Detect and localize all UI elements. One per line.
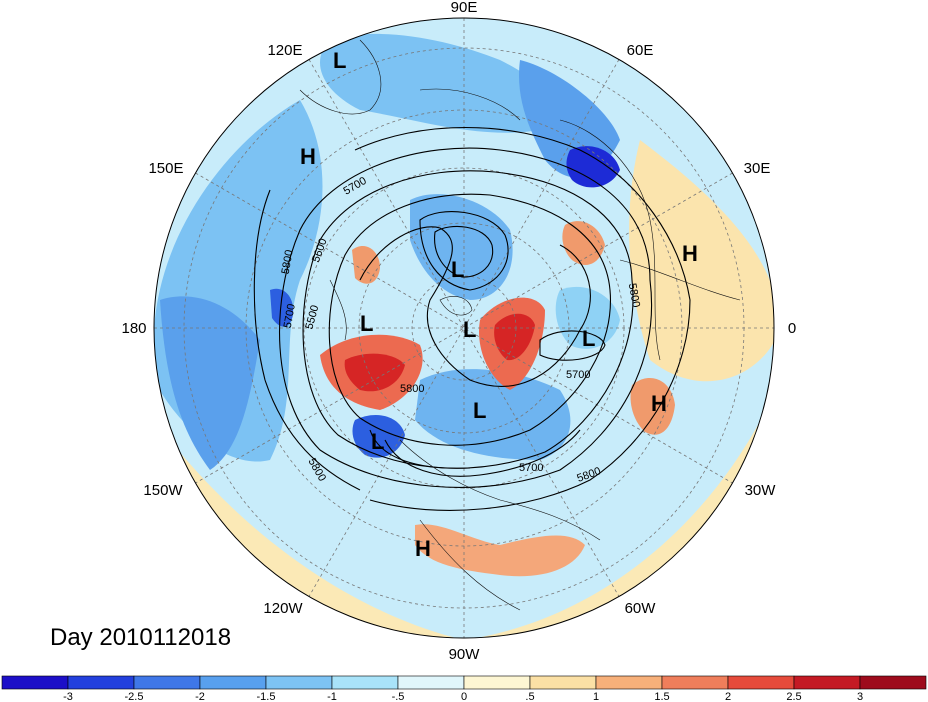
- colorbar-swatch: [661, 675, 729, 690]
- lon-label-180: 180: [121, 320, 146, 337]
- anomaly-positive-moderate: [630, 377, 675, 435]
- anomaly-positive-strong: [344, 353, 405, 392]
- lon-label-30w: 30W: [745, 482, 777, 499]
- lon-label-120w: 120W: [263, 600, 303, 617]
- colorbar-swatch: [463, 675, 531, 690]
- colorbar-tick-label: 3: [857, 691, 863, 702]
- colorbar-swatch: [595, 675, 663, 690]
- pressure-center-low: L: [463, 317, 476, 342]
- contour-label: 5700: [282, 303, 298, 329]
- contour-label: 5800: [280, 249, 296, 275]
- anomaly-positive-weak: [629, 140, 774, 382]
- colorbar-tick-label: .5: [525, 691, 534, 702]
- colorbar-tick-label: 1: [593, 691, 599, 702]
- anomaly-negative-moderate: [160, 296, 260, 470]
- height-contours: [253, 126, 691, 511]
- colorbar-swatch: [133, 675, 201, 690]
- colorbar-tick-label: 2: [725, 691, 731, 702]
- pressure-center-high: H: [651, 391, 667, 416]
- lon-label-60w: 60W: [625, 600, 657, 617]
- lon-label-90w: 90W: [449, 646, 481, 663]
- pressure-centers: L H L L L L L L H H H: [300, 48, 698, 561]
- colorbar-swatch: [67, 675, 135, 690]
- colorbar-tick-label: -1.5: [257, 691, 276, 702]
- anomaly-positive-moderate: [415, 524, 585, 577]
- lon-label-120e: 120E: [267, 42, 302, 59]
- longitude-labels: 90E 60E 30E 0 30W 60W 90W 120W 150W 180 …: [121, 0, 796, 663]
- map-disk: 5700 5600 5500 5800 5800 5700 5800 5700 …: [154, 18, 774, 638]
- pressure-center-low: L: [582, 326, 595, 351]
- lon-label-150e: 150E: [148, 160, 183, 177]
- pressure-center-low: L: [333, 48, 346, 73]
- anomaly-negative-moderate: [410, 194, 513, 300]
- contour-label: 5800: [400, 383, 424, 395]
- colorbar-tick-label: 1.5: [654, 691, 669, 702]
- pressure-center-low: L: [473, 398, 486, 423]
- colorbar-swatch: [1, 675, 69, 690]
- contour-label: 5800: [626, 282, 642, 308]
- colorbar-tick-label: 0: [461, 691, 467, 702]
- anomaly-negative-strong: [566, 146, 620, 188]
- colorbar-tick-label: -1: [327, 691, 337, 702]
- pressure-center-high: H: [682, 241, 698, 266]
- map-boundary: [153, 17, 775, 639]
- coastlines: [299, 39, 741, 611]
- pressure-center-high: H: [300, 144, 316, 169]
- anomaly-positive-moderate: [352, 246, 380, 284]
- anomaly-negative-moderate: [320, 33, 548, 133]
- anomaly-negative-strong: [270, 288, 294, 327]
- colorbar-tick-label: -.5: [392, 691, 405, 702]
- colorbar-swatch: [199, 675, 267, 690]
- anomaly-negative-moderate: [415, 369, 571, 460]
- pressure-center-low: L: [360, 311, 373, 336]
- colorbar-swatch: [727, 675, 795, 690]
- colorbar-tick-label: -2: [195, 691, 205, 702]
- lon-label-90e: 90E: [451, 0, 478, 16]
- anomaly-positive-strong: [494, 313, 535, 361]
- anomaly-negative-strong: [352, 415, 405, 458]
- lon-label-30e: 30E: [744, 160, 771, 177]
- lon-label-150w: 150W: [143, 482, 183, 499]
- colorbar-tick-label: -3: [63, 691, 73, 702]
- pressure-center-high: H: [415, 536, 431, 561]
- colorbar-swatch: [529, 675, 597, 690]
- anomaly-negative-moderate: [555, 286, 620, 349]
- pressure-center-low: L: [371, 429, 384, 454]
- date-title: Day 2010112018: [50, 624, 231, 651]
- pressure-center-low: L: [451, 257, 464, 282]
- colorbar-swatch: [397, 675, 465, 690]
- lon-label-60e: 60E: [627, 42, 654, 59]
- contour-label: 5700: [519, 462, 543, 474]
- colorbar-tick-label: 2.5: [786, 691, 801, 702]
- colorbar: -3 -2.5 -2 -1.5 -1 -.5 0 .5 1 1.5 2 2.5 3: [1, 675, 927, 702]
- contour-label: 5700: [566, 369, 590, 381]
- colorbar-swatch: [859, 675, 927, 690]
- colorbar-swatch: [793, 675, 861, 690]
- colorbar-tick-label: -2.5: [125, 691, 144, 702]
- colorbar-swatch: [331, 675, 399, 690]
- lon-label-0: 0: [788, 320, 796, 337]
- colorbar-swatch: [265, 675, 333, 690]
